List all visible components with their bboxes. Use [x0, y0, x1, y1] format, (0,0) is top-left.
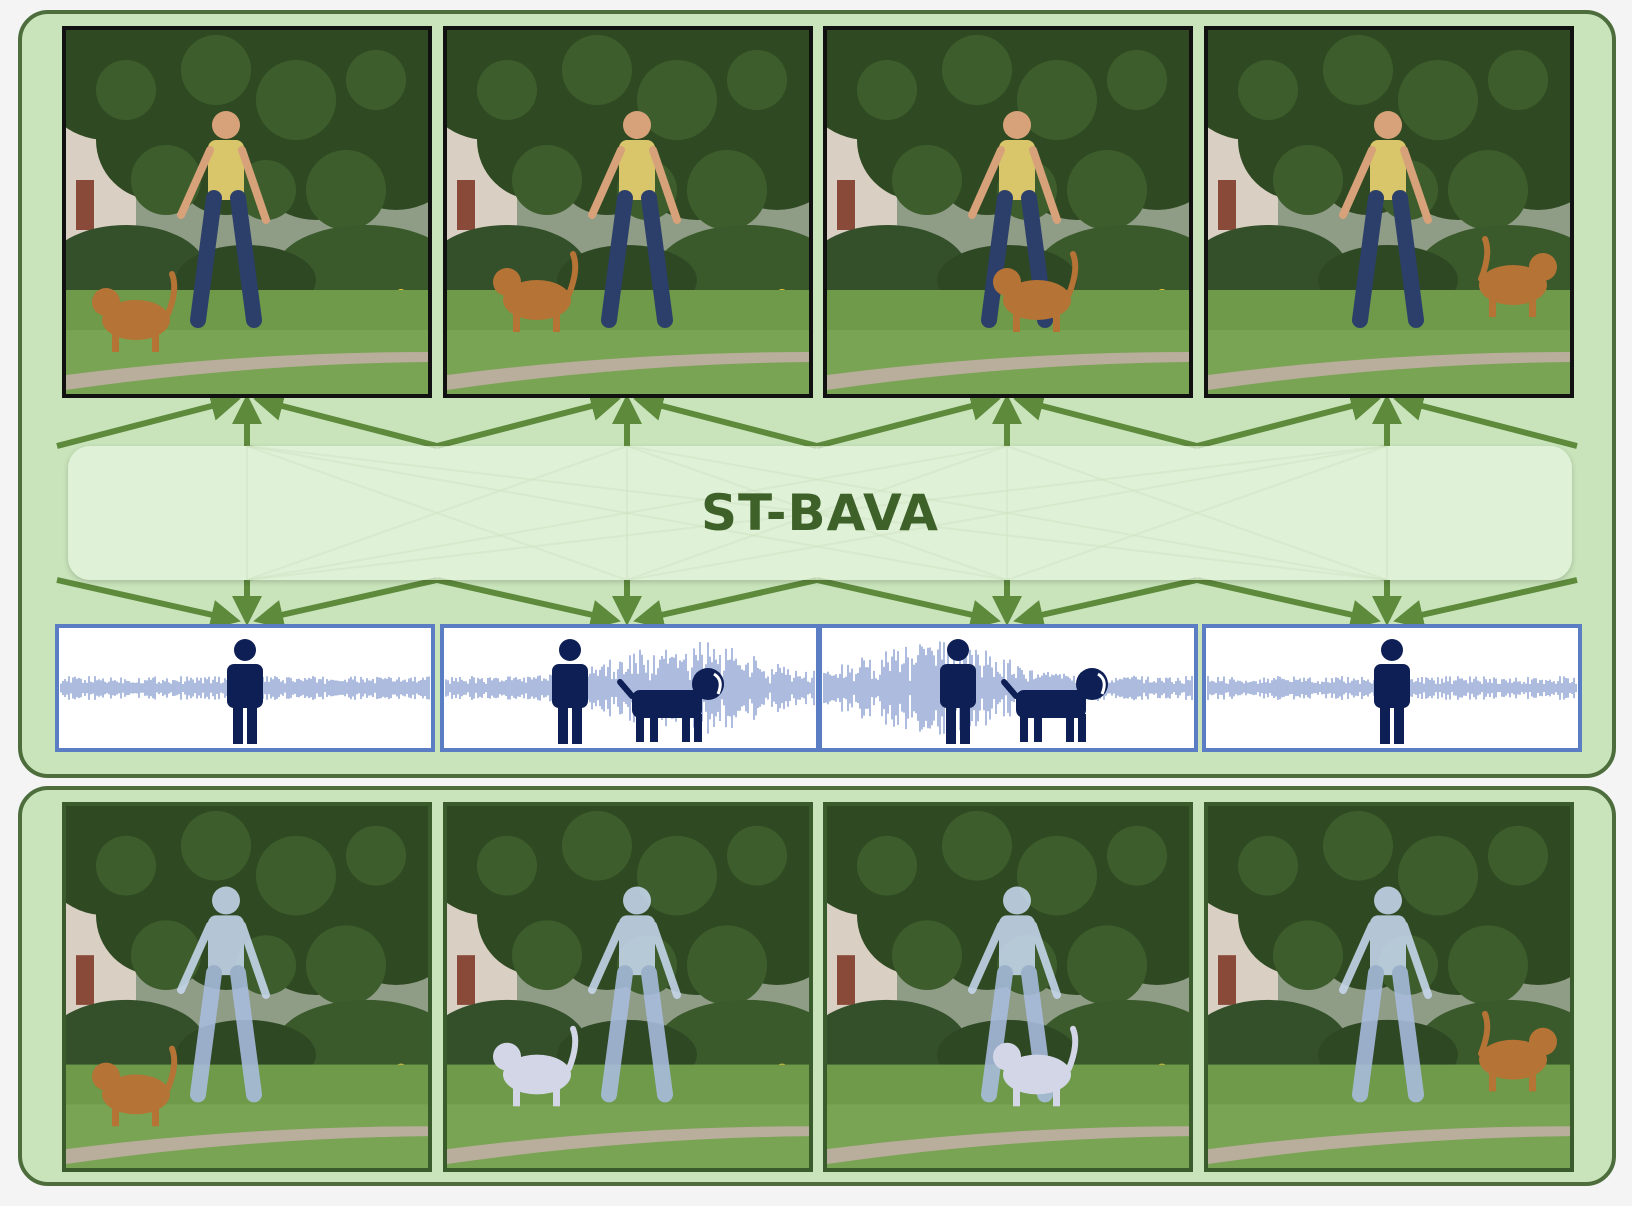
audio-segment-1 [55, 624, 435, 752]
video-frame-3 [823, 26, 1193, 398]
dog-icon [617, 668, 724, 742]
audio-segment-4 [1202, 624, 1582, 752]
video-frame-4 [1204, 26, 1574, 398]
person-icon [1374, 639, 1410, 744]
person-icon [940, 639, 976, 744]
segmented-frame-4 [1204, 802, 1574, 1172]
person-icon [227, 639, 263, 744]
segmented-frame-2 [443, 802, 813, 1172]
audio-segment-2 [440, 624, 820, 752]
segmented-frame-1 [62, 802, 432, 1172]
audio-segment-3 [818, 624, 1198, 752]
video-frame-1 [62, 26, 432, 398]
module-label: ST-BAVA [701, 484, 939, 542]
video-frame-2 [443, 26, 813, 398]
dog-icon [1001, 668, 1108, 742]
person-icon [552, 639, 588, 744]
st-bava-module: ST-BAVA [68, 446, 1572, 580]
segmented-frame-3 [823, 802, 1193, 1172]
